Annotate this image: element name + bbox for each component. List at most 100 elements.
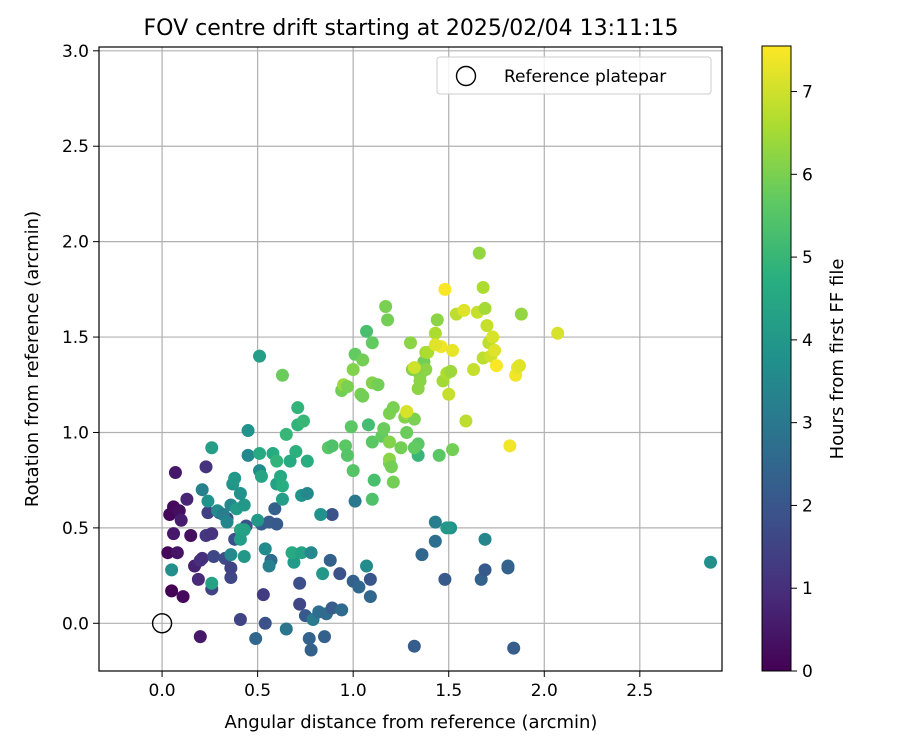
data-point bbox=[501, 561, 515, 575]
data-point bbox=[489, 359, 503, 373]
data-point bbox=[241, 448, 255, 462]
chart-title: FOV centre drift starting at 2025/02/04 … bbox=[144, 16, 679, 41]
y-tick-label: 2.5 bbox=[62, 137, 89, 157]
data-point bbox=[407, 639, 421, 653]
data-point bbox=[293, 597, 307, 611]
colorbar-gradient bbox=[761, 45, 792, 672]
data-point bbox=[340, 380, 354, 394]
data-point bbox=[363, 572, 377, 586]
data-point bbox=[300, 454, 314, 468]
y-tick-label: 1.0 bbox=[62, 423, 89, 443]
colorbar-tick-label: 3 bbox=[802, 414, 813, 434]
data-point bbox=[275, 492, 289, 506]
colorbar-tick-label: 1 bbox=[802, 579, 813, 599]
data-point bbox=[361, 418, 375, 432]
colorbar-ticks: 0 1 2 3 4 5 6 7 bbox=[791, 83, 813, 682]
data-point bbox=[168, 466, 182, 480]
data-point bbox=[377, 422, 391, 436]
colorbar-tick-label: 4 bbox=[802, 331, 813, 351]
data-point bbox=[279, 622, 293, 636]
data-point bbox=[512, 359, 526, 373]
data-point bbox=[428, 515, 442, 529]
data-point bbox=[251, 513, 265, 527]
colorbar-tick-label: 5 bbox=[802, 248, 813, 268]
data-point bbox=[195, 483, 209, 497]
grid-lines bbox=[99, 47, 722, 671]
colorbar-tick-label: 2 bbox=[802, 496, 813, 516]
data-point bbox=[205, 441, 219, 455]
data-point bbox=[503, 439, 517, 453]
data-point bbox=[325, 508, 339, 522]
data-point bbox=[365, 435, 379, 449]
data-point bbox=[472, 246, 486, 260]
data-point bbox=[400, 404, 414, 418]
data-point bbox=[258, 616, 272, 630]
data-point bbox=[507, 641, 521, 655]
x-tick-label: 1.0 bbox=[340, 681, 367, 701]
data-point bbox=[348, 494, 362, 508]
data-point bbox=[428, 338, 442, 352]
data-point bbox=[270, 454, 284, 468]
data-point bbox=[262, 559, 276, 573]
data-point bbox=[478, 563, 492, 577]
legend: Reference platepar bbox=[436, 56, 712, 95]
data-point bbox=[224, 548, 238, 562]
y-tick-label: 1.5 bbox=[62, 328, 89, 348]
data-point bbox=[275, 479, 289, 493]
data-point bbox=[193, 630, 207, 644]
data-point bbox=[415, 548, 429, 562]
data-point bbox=[191, 572, 205, 586]
data-point bbox=[270, 517, 284, 531]
data-point bbox=[340, 448, 354, 462]
data-point bbox=[314, 508, 328, 522]
data-point bbox=[325, 439, 339, 453]
x-tick-label: 2.5 bbox=[626, 681, 653, 701]
colorbar-tick-label: 0 bbox=[802, 662, 813, 682]
data-point bbox=[161, 546, 175, 560]
data-point bbox=[224, 570, 238, 584]
y-tick-label: 2.0 bbox=[62, 233, 89, 253]
legend-box bbox=[436, 56, 712, 95]
data-point bbox=[400, 425, 414, 439]
data-point bbox=[285, 546, 299, 560]
data-point bbox=[316, 567, 330, 581]
data-point bbox=[237, 523, 251, 537]
data-point bbox=[193, 553, 207, 567]
data-point bbox=[446, 443, 460, 457]
data-point bbox=[207, 550, 221, 564]
data-point bbox=[467, 362, 481, 376]
data-point bbox=[283, 454, 297, 468]
data-point bbox=[438, 572, 452, 586]
data-point bbox=[165, 584, 179, 598]
data-point bbox=[430, 313, 444, 327]
data-point bbox=[346, 362, 360, 376]
data-point bbox=[386, 475, 400, 489]
colorbar-tick-label: 7 bbox=[802, 83, 813, 103]
data-point bbox=[407, 441, 421, 455]
data-point bbox=[170, 546, 184, 560]
data-point bbox=[444, 364, 458, 378]
data-point bbox=[241, 424, 255, 438]
data-point bbox=[384, 460, 398, 474]
colorbar-label: Hours from first FF file bbox=[827, 259, 848, 460]
data-point bbox=[476, 280, 490, 294]
data-point bbox=[199, 460, 213, 474]
data-point bbox=[220, 515, 234, 529]
data-point bbox=[224, 561, 238, 575]
data-point bbox=[184, 529, 198, 543]
data-point bbox=[295, 546, 309, 560]
data-point bbox=[352, 580, 366, 594]
data-point bbox=[394, 441, 408, 455]
y-tick-label: 0.5 bbox=[62, 519, 89, 539]
data-point bbox=[300, 487, 314, 501]
data-point bbox=[360, 324, 374, 338]
data-point bbox=[289, 445, 303, 459]
data-point bbox=[268, 502, 282, 516]
data-point bbox=[275, 368, 289, 382]
plot-frame bbox=[98, 46, 723, 672]
data-point bbox=[176, 590, 190, 604]
reference-platepar-marker bbox=[151, 613, 173, 634]
x-tick-label: 2.0 bbox=[531, 681, 558, 701]
data-point bbox=[335, 603, 349, 617]
legend-marker bbox=[455, 65, 477, 87]
